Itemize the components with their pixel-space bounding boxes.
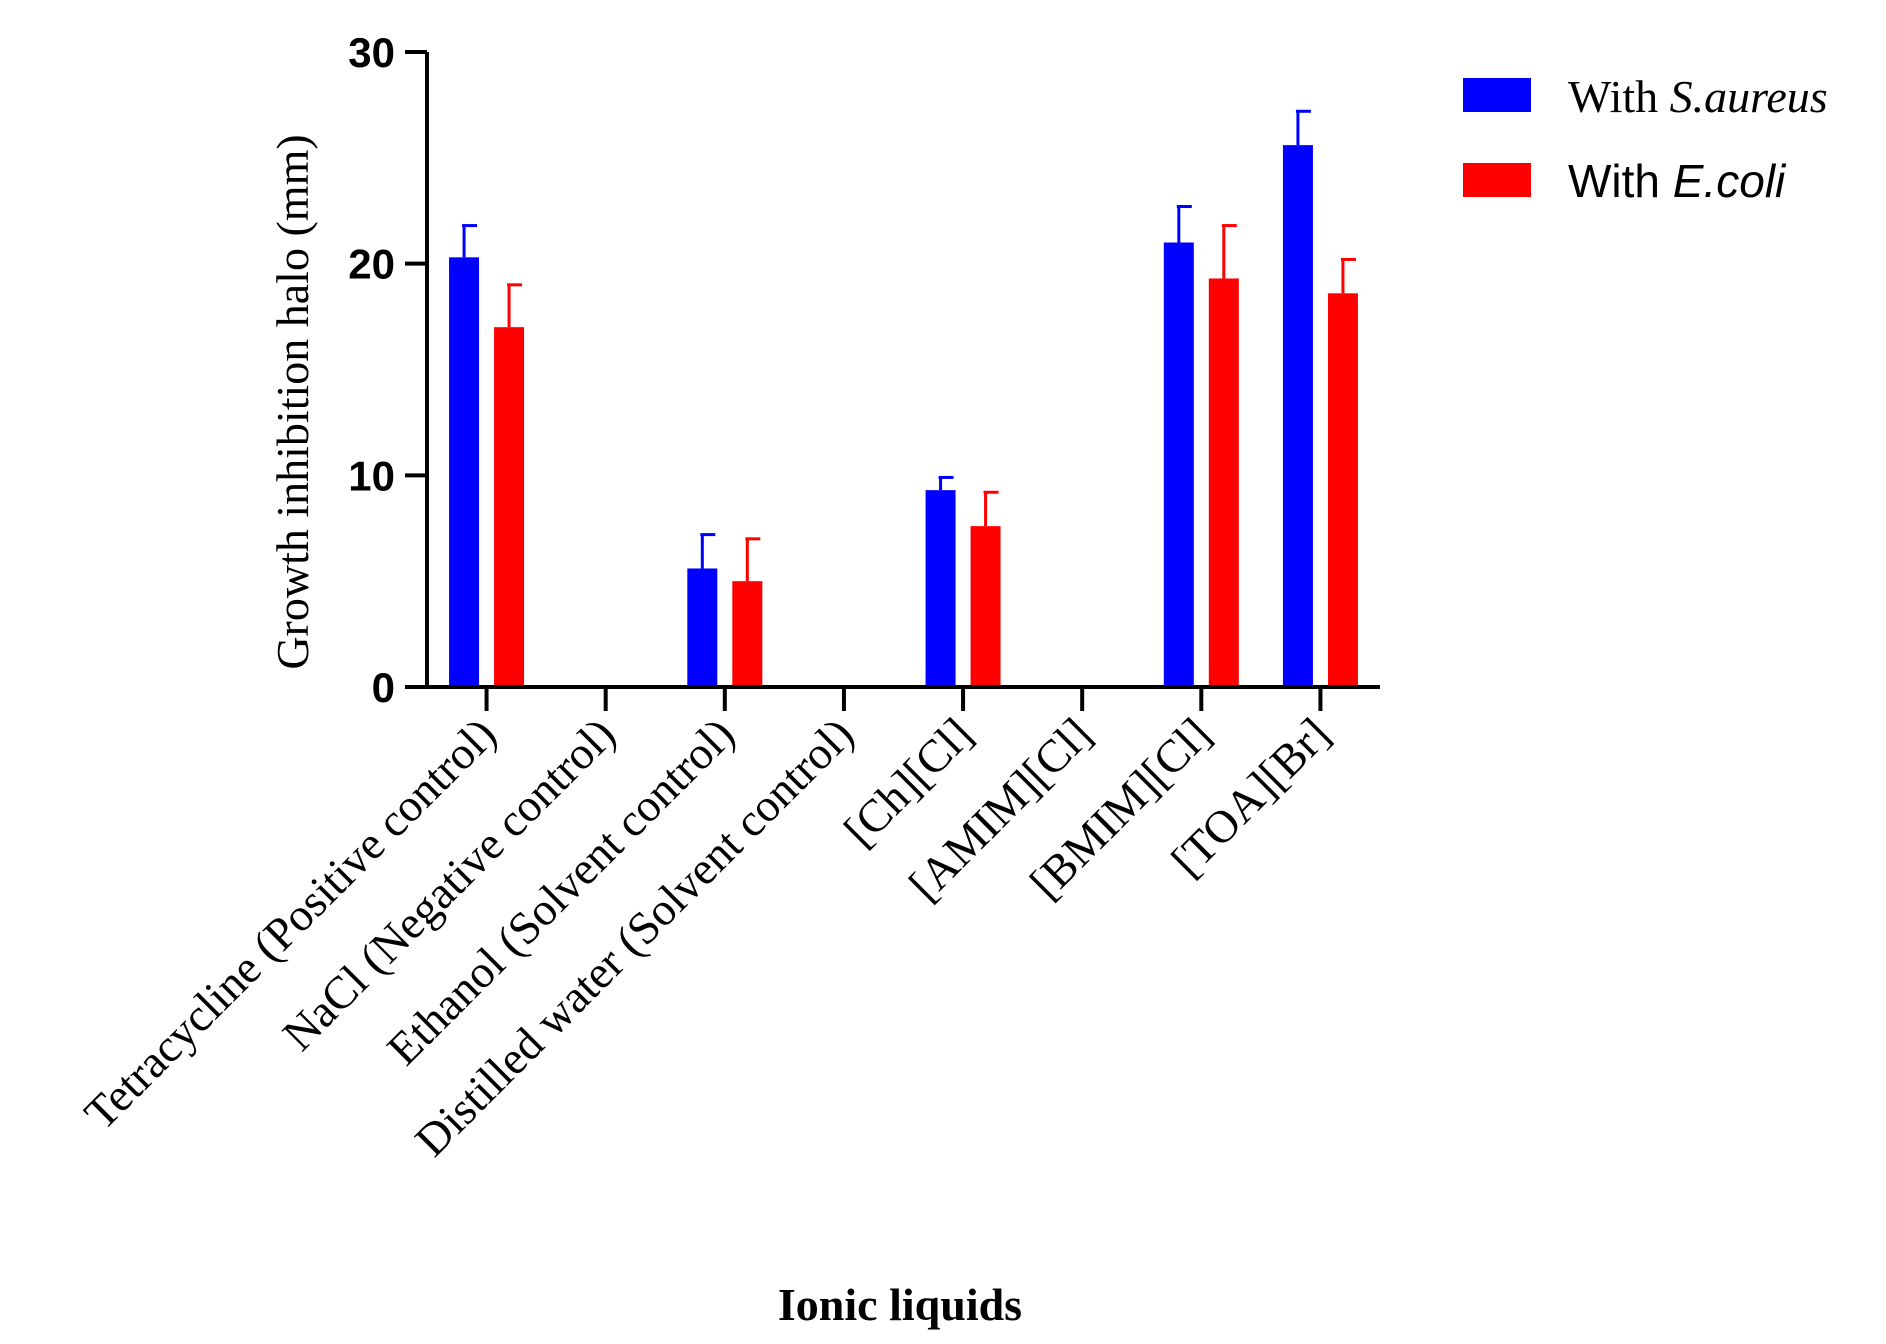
bar-e-coli xyxy=(732,581,763,687)
bar-s-aureus xyxy=(687,568,718,687)
bars xyxy=(449,109,1358,688)
bar-s-aureus xyxy=(1282,145,1313,688)
legend-label-e-coli: With E.coli xyxy=(1568,155,1787,207)
category-labels: Tetracycline (Positive control)NaCl (Neg… xyxy=(74,708,1339,1166)
legend-species-s-aureus: S.aureus xyxy=(1670,71,1828,122)
x-ticks xyxy=(484,687,1323,711)
legend-prefix-e-coli: With xyxy=(1568,155,1673,207)
bar-e-coli xyxy=(1208,278,1239,687)
bar-s-aureus xyxy=(925,490,956,687)
bar-e-coli xyxy=(970,526,1001,687)
y-tick-label: 30 xyxy=(348,29,395,76)
legend-label-s-aureus: With S.aureus xyxy=(1568,71,1828,122)
y-tick-label: 20 xyxy=(348,241,395,288)
y-tick-label: 10 xyxy=(348,452,395,499)
bar-e-coli xyxy=(1327,293,1358,687)
bar-e-coli xyxy=(494,327,525,687)
legend-prefix-s-aureus: With xyxy=(1568,71,1670,122)
legend-swatch-e-coli xyxy=(1463,163,1531,197)
bar-s-aureus xyxy=(1163,242,1194,687)
legend: With S.aureus With E.coli xyxy=(1463,71,1828,207)
y-ticks: 0 10 20 30 xyxy=(348,29,427,711)
x-axis-title: Ionic liquids xyxy=(778,1279,1022,1330)
x-category-label: Distilled water (Solvent control) xyxy=(405,708,863,1166)
bar-s-aureus xyxy=(449,257,480,687)
legend-species-e-coli: E.coli xyxy=(1673,155,1787,207)
y-axis-title: Growth inhibition halo (mm) xyxy=(267,134,318,669)
y-tick-label: 0 xyxy=(372,664,395,711)
legend-swatch-s-aureus xyxy=(1463,78,1531,112)
